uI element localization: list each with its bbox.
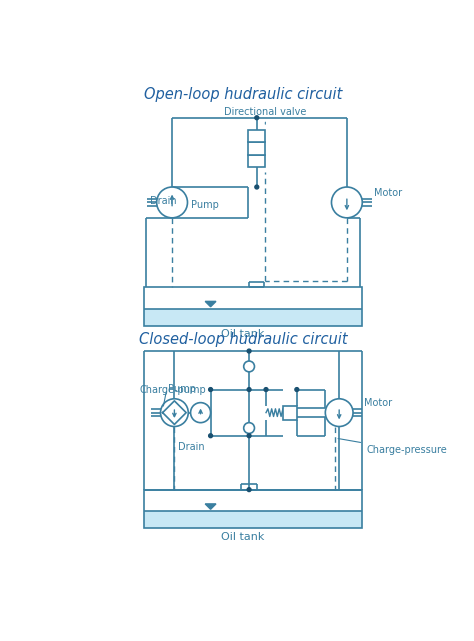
- Text: Charge-pressure: Charge-pressure: [338, 438, 447, 456]
- Circle shape: [244, 361, 255, 372]
- Bar: [248, 130, 265, 142]
- Text: Motor: Motor: [364, 399, 392, 408]
- Circle shape: [157, 187, 188, 218]
- Text: Open-loop hudraulic circuit: Open-loop hudraulic circuit: [144, 87, 342, 102]
- Text: Directional valve: Directional valve: [225, 106, 307, 124]
- Circle shape: [264, 388, 268, 392]
- Circle shape: [209, 434, 212, 438]
- Circle shape: [244, 422, 255, 433]
- Text: Pump: Pump: [168, 384, 196, 394]
- Polygon shape: [205, 504, 216, 510]
- Text: Charge-pump: Charge-pump: [140, 385, 207, 395]
- Circle shape: [247, 434, 251, 438]
- Bar: [144, 287, 362, 326]
- Circle shape: [191, 403, 210, 422]
- Bar: [248, 142, 265, 154]
- Text: Drain: Drain: [178, 442, 205, 452]
- Circle shape: [331, 187, 362, 218]
- Text: Oil tank: Oil tank: [221, 532, 264, 542]
- Polygon shape: [205, 301, 216, 307]
- Circle shape: [247, 388, 251, 392]
- Bar: [144, 512, 362, 528]
- Bar: [248, 154, 265, 167]
- Text: Closed-loop hudraulic circuit: Closed-loop hudraulic circuit: [138, 332, 347, 347]
- Circle shape: [255, 185, 259, 189]
- Circle shape: [255, 116, 259, 120]
- Text: Pump: Pump: [191, 200, 219, 210]
- Circle shape: [161, 399, 188, 426]
- Circle shape: [209, 388, 212, 392]
- Circle shape: [247, 488, 251, 492]
- Text: Drain: Drain: [150, 196, 176, 206]
- Bar: [144, 309, 362, 326]
- Bar: [144, 490, 362, 528]
- Circle shape: [325, 399, 353, 426]
- Circle shape: [247, 349, 251, 353]
- Text: Motor: Motor: [374, 188, 402, 198]
- Text: Oil tank: Oil tank: [221, 329, 264, 340]
- Bar: [283, 406, 297, 420]
- Circle shape: [295, 388, 299, 392]
